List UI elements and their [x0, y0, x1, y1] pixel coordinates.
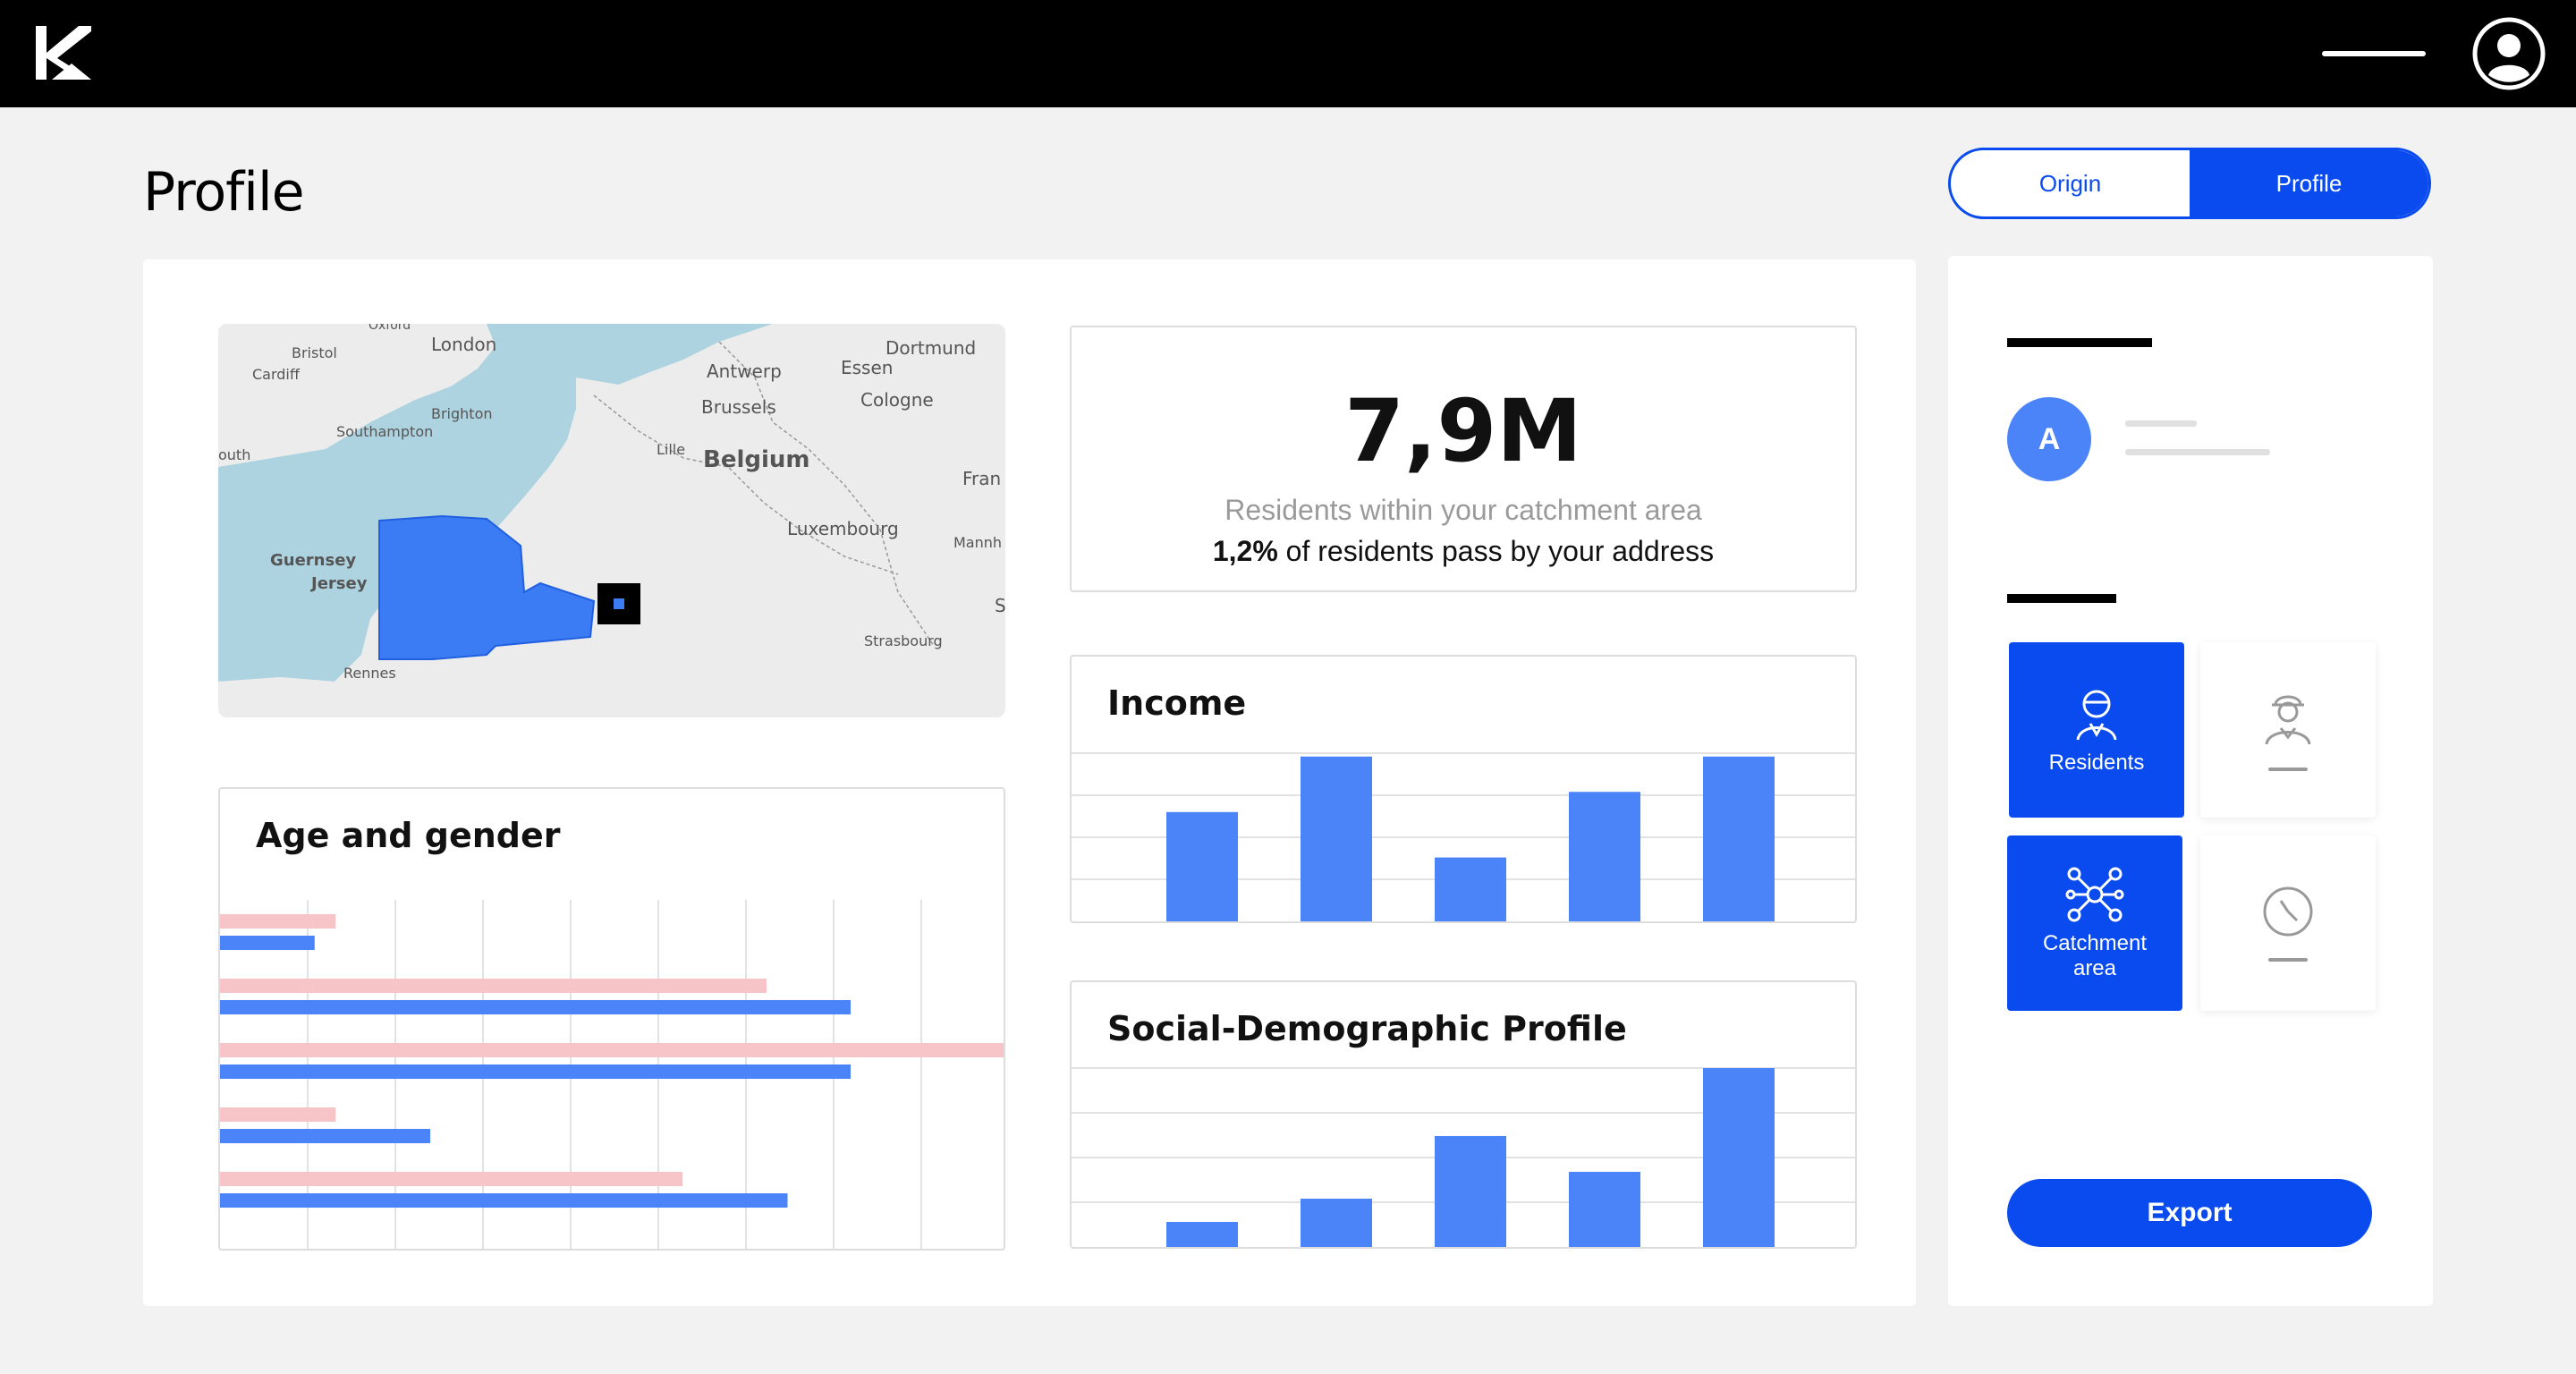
bar[interactable]	[1301, 756, 1372, 921]
map-label-rennes: Rennes	[343, 665, 396, 682]
page-title: Profile	[143, 161, 305, 224]
tile-time-dash	[2268, 958, 2308, 962]
map-label-strasbourg: Strasbourg	[864, 632, 943, 649]
map-label-southampton: Southampton	[336, 423, 433, 440]
residents-stat-card: 7,9M Residents within your catchment are…	[1070, 326, 1857, 592]
resident-person-icon	[2076, 690, 2117, 741]
user-circle-icon[interactable]	[2470, 15, 2547, 92]
placeholder-line-1	[2125, 420, 2197, 427]
stat-description: Residents within your catchment area	[1224, 494, 1702, 526]
bar[interactable]	[220, 914, 336, 929]
age-gender-chart	[220, 900, 1004, 1249]
network-nodes-icon	[2065, 867, 2124, 922]
bar[interactable]	[1166, 811, 1238, 921]
map-label-cologne: Cologne	[860, 389, 934, 411]
side-heading-bar-1	[2007, 338, 2152, 347]
worker-helmet-icon	[2265, 695, 2311, 745]
tile-workers[interactable]	[2200, 642, 2376, 818]
bar[interactable]	[1166, 1222, 1238, 1247]
map-label-outh: outh	[218, 446, 250, 463]
bar[interactable]	[220, 1129, 430, 1143]
bar[interactable]	[1703, 756, 1775, 921]
social-chart-title: Social-Demographic Profile	[1107, 1009, 1627, 1048]
map-label-mannh: Mannh	[953, 534, 1002, 551]
stat-sub-text: of residents pass by your address	[1277, 535, 1715, 567]
map-label-essen: Essen	[841, 357, 893, 378]
bar[interactable]	[1703, 1068, 1775, 1247]
tile-residents-label: Residents	[2048, 751, 2145, 775]
map-label-jersey: Jersey	[309, 574, 368, 593]
view-toggle: Origin Profile	[1948, 148, 2431, 219]
map-label-antwerp: Antwerp	[707, 360, 782, 382]
map-label-fran: Fran	[962, 468, 1001, 489]
map-label-brighton: Brighton	[431, 405, 493, 422]
income-chart-title: Income	[1107, 683, 1247, 723]
k-logo-icon[interactable]	[32, 22, 95, 83]
map-label-luxembourg: Luxembourg	[787, 518, 899, 539]
income-chart-card: Income	[1070, 655, 1857, 923]
placeholder-line-2	[2125, 449, 2270, 455]
bar[interactable]	[1569, 792, 1640, 921]
bar[interactable]	[220, 936, 315, 950]
map-label-s: S	[995, 595, 1005, 616]
bar[interactable]	[1569, 1172, 1640, 1247]
tile-catchment-area[interactable]: Catchment area	[2007, 835, 2182, 1011]
clock-icon	[2263, 886, 2313, 937]
bar[interactable]	[220, 1064, 851, 1079]
bar[interactable]	[1435, 1136, 1506, 1247]
bar[interactable]	[220, 1043, 1004, 1057]
bar[interactable]	[220, 979, 767, 993]
map-label-london: London	[431, 334, 496, 355]
top-bar	[0, 0, 2576, 107]
tab-profile[interactable]: Profile	[2190, 150, 2428, 216]
map-label-lille: Lille	[657, 441, 685, 458]
stat-value: 7,9M	[1344, 381, 1582, 481]
map-label-guernsey: Guernsey	[270, 551, 356, 570]
catchment-map[interactable]: Oxford London Bristol Cardiff Brighton S…	[218, 324, 1005, 717]
income-chart	[1072, 752, 1855, 921]
export-button[interactable]: Export	[2007, 1179, 2372, 1247]
map-label-belgium: Belgium	[703, 446, 810, 473]
map-label-brussels: Brussels	[701, 396, 776, 418]
bar[interactable]	[220, 1107, 336, 1122]
map-label-dortmund: Dortmund	[886, 337, 976, 359]
map-label-bristol: Bristol	[292, 344, 337, 361]
age-gender-chart-card: Age and gender	[218, 787, 1005, 1251]
social-chart	[1072, 1067, 1855, 1247]
tile-workers-dash	[2268, 768, 2308, 771]
map-label-cardiff: Cardiff	[252, 366, 301, 383]
age-gender-chart-title: Age and gender	[256, 816, 561, 855]
social-chart-card: Social-Demographic Profile	[1070, 980, 1857, 1249]
tile-time[interactable]	[2200, 835, 2376, 1011]
bar[interactable]	[1301, 1199, 1372, 1247]
map-label-oxford: Oxford	[369, 324, 411, 333]
tile-catchment-label: Catchment area	[2042, 931, 2148, 980]
tile-residents[interactable]: Residents	[2009, 642, 2184, 818]
stat-subline: 1,2% of residents pass by your address	[1072, 535, 1855, 568]
stat-sub-percent: 1,2%	[1212, 535, 1278, 567]
bar[interactable]	[220, 1000, 851, 1014]
bar[interactable]	[1435, 857, 1506, 921]
bar[interactable]	[220, 1172, 682, 1186]
tab-origin[interactable]: Origin	[2038, 169, 2102, 197]
side-heading-bar-2	[2007, 594, 2116, 603]
bar[interactable]	[220, 1193, 788, 1208]
avatar[interactable]: A	[2007, 397, 2091, 481]
menu-line-icon[interactable]	[2322, 51, 2426, 56]
